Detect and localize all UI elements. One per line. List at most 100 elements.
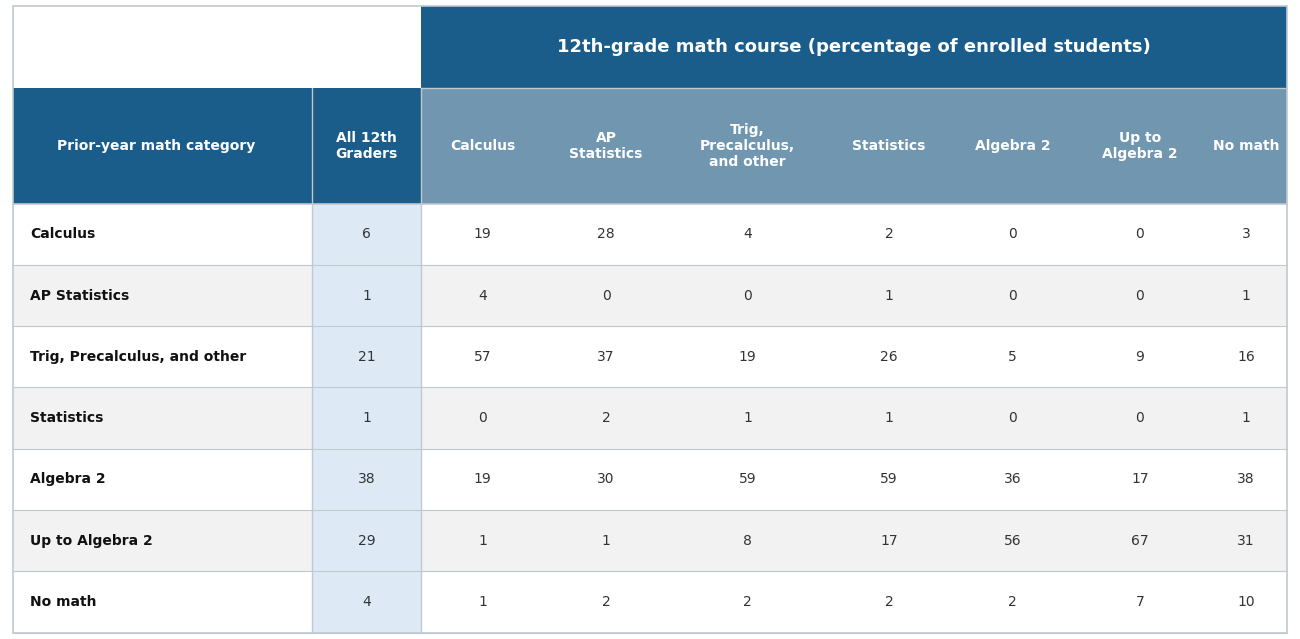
Bar bbox=[950, 326, 1074, 387]
Bar bbox=[827, 571, 950, 633]
Bar bbox=[668, 326, 827, 387]
Text: 0: 0 bbox=[1135, 289, 1144, 303]
Bar bbox=[827, 510, 950, 571]
Text: 37: 37 bbox=[597, 350, 615, 364]
Bar bbox=[312, 265, 421, 326]
Bar bbox=[545, 387, 668, 449]
Text: 1: 1 bbox=[744, 411, 751, 425]
Bar bbox=[668, 204, 827, 265]
Text: Algebra 2: Algebra 2 bbox=[30, 472, 105, 486]
Text: 1: 1 bbox=[1242, 289, 1251, 303]
Text: 4: 4 bbox=[744, 227, 751, 242]
Bar bbox=[1205, 326, 1287, 387]
Bar bbox=[1074, 449, 1205, 510]
Bar bbox=[950, 204, 1074, 265]
Text: 0: 0 bbox=[602, 289, 611, 303]
Text: 1: 1 bbox=[602, 534, 611, 548]
Bar bbox=[545, 265, 668, 326]
Bar bbox=[950, 510, 1074, 571]
Bar bbox=[1074, 88, 1205, 204]
Text: 10: 10 bbox=[1238, 595, 1254, 609]
Bar bbox=[421, 571, 545, 633]
Bar bbox=[13, 204, 312, 265]
Text: 1: 1 bbox=[363, 289, 370, 303]
Bar bbox=[13, 6, 421, 88]
Text: 3: 3 bbox=[1242, 227, 1251, 242]
Text: 30: 30 bbox=[597, 472, 615, 486]
Bar bbox=[312, 449, 421, 510]
Text: 1: 1 bbox=[1242, 411, 1251, 425]
Text: Calculus: Calculus bbox=[30, 227, 95, 242]
Text: 16: 16 bbox=[1238, 350, 1254, 364]
Bar bbox=[312, 204, 421, 265]
Bar bbox=[1074, 265, 1205, 326]
Text: 67: 67 bbox=[1131, 534, 1149, 548]
Bar bbox=[421, 265, 545, 326]
Text: 2: 2 bbox=[884, 595, 893, 609]
Bar bbox=[950, 265, 1074, 326]
Bar bbox=[421, 6, 1287, 88]
Text: 9: 9 bbox=[1135, 350, 1144, 364]
Bar bbox=[421, 449, 545, 510]
Bar bbox=[545, 204, 668, 265]
Bar bbox=[1074, 204, 1205, 265]
Bar bbox=[1205, 265, 1287, 326]
Text: AP
Statistics: AP Statistics bbox=[569, 130, 642, 161]
Bar bbox=[950, 571, 1074, 633]
Text: 19: 19 bbox=[473, 472, 491, 486]
Bar bbox=[827, 204, 950, 265]
Bar bbox=[950, 88, 1074, 204]
Bar bbox=[668, 571, 827, 633]
Bar bbox=[950, 387, 1074, 449]
Text: 36: 36 bbox=[1004, 472, 1022, 486]
Text: No math: No math bbox=[30, 595, 96, 609]
Bar bbox=[312, 326, 421, 387]
Text: 1: 1 bbox=[884, 411, 893, 425]
Text: 6: 6 bbox=[363, 227, 370, 242]
Text: 2: 2 bbox=[884, 227, 893, 242]
Bar bbox=[1074, 571, 1205, 633]
Text: No math: No math bbox=[1213, 139, 1279, 153]
Text: 17: 17 bbox=[1131, 472, 1149, 486]
Text: 29: 29 bbox=[358, 534, 376, 548]
Bar bbox=[421, 204, 545, 265]
Text: 0: 0 bbox=[1008, 227, 1017, 242]
Bar bbox=[668, 510, 827, 571]
Bar bbox=[13, 88, 312, 204]
Text: 59: 59 bbox=[880, 472, 898, 486]
Bar bbox=[13, 265, 312, 326]
Text: 2: 2 bbox=[602, 595, 611, 609]
Text: 0: 0 bbox=[478, 411, 486, 425]
Text: Statistics: Statistics bbox=[30, 411, 103, 425]
Text: 57: 57 bbox=[473, 350, 491, 364]
Text: Up to
Algebra 2: Up to Algebra 2 bbox=[1102, 130, 1178, 161]
Text: Prior-year math category: Prior-year math category bbox=[57, 139, 255, 153]
Text: 4: 4 bbox=[363, 595, 370, 609]
Text: Algebra 2: Algebra 2 bbox=[975, 139, 1050, 153]
Text: Statistics: Statistics bbox=[853, 139, 926, 153]
Text: All 12th
Graders: All 12th Graders bbox=[335, 130, 398, 161]
Text: 19: 19 bbox=[738, 350, 757, 364]
Bar bbox=[668, 449, 827, 510]
Bar bbox=[827, 88, 950, 204]
Bar bbox=[1074, 326, 1205, 387]
Text: 38: 38 bbox=[1238, 472, 1254, 486]
Bar bbox=[312, 387, 421, 449]
Text: 0: 0 bbox=[1008, 289, 1017, 303]
Text: 2: 2 bbox=[744, 595, 751, 609]
Bar bbox=[545, 326, 668, 387]
Bar bbox=[668, 88, 827, 204]
Text: AP Statistics: AP Statistics bbox=[30, 289, 129, 303]
Text: 4: 4 bbox=[478, 289, 486, 303]
Bar bbox=[421, 510, 545, 571]
Bar bbox=[827, 326, 950, 387]
Text: 0: 0 bbox=[1135, 411, 1144, 425]
Bar bbox=[950, 449, 1074, 510]
Text: 2: 2 bbox=[1008, 595, 1017, 609]
Bar bbox=[421, 326, 545, 387]
Bar bbox=[13, 571, 312, 633]
Bar bbox=[13, 449, 312, 510]
Bar bbox=[1205, 88, 1287, 204]
Text: 0: 0 bbox=[744, 289, 751, 303]
Text: 26: 26 bbox=[880, 350, 898, 364]
